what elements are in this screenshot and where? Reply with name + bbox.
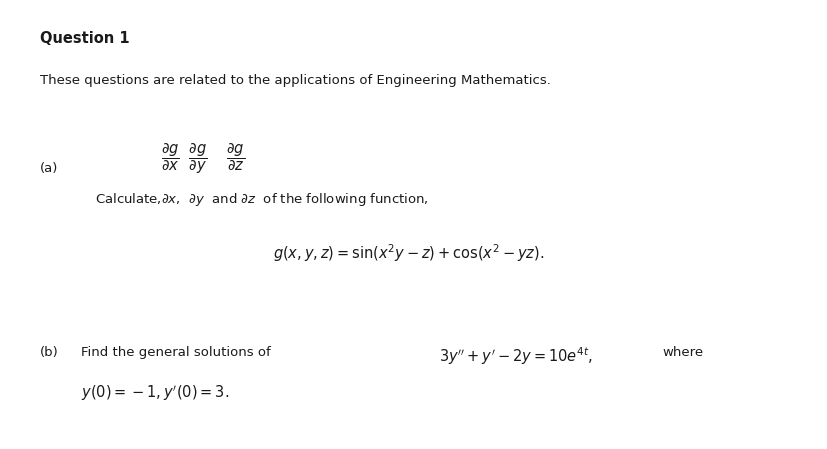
Text: Find the general solutions of: Find the general solutions of (81, 346, 270, 359)
Text: These questions are related to the applications of Engineering Mathematics.: These questions are related to the appli… (40, 74, 550, 87)
Text: (b): (b) (40, 346, 59, 359)
Text: $g(x, y, z) = \sin(x^2y - z) + \cos(x^2 - yz).$: $g(x, y, z) = \sin(x^2y - z) + \cos(x^2 … (273, 242, 544, 264)
Text: $3y'' + y' - 2y = 10e^{4t}$,: $3y'' + y' - 2y = 10e^{4t}$, (438, 346, 592, 367)
Text: (a): (a) (40, 162, 58, 175)
Text: Question 1: Question 1 (40, 31, 129, 46)
Text: Calculate,$\partial x$,  $\partial y$  and $\partial z$  of the following functi: Calculate,$\partial x$, $\partial y$ and… (95, 191, 428, 208)
Text: $y(0) = -1, y'(0) = 3.$: $y(0) = -1, y'(0) = 3.$ (81, 384, 229, 404)
Text: $\dfrac{\partial g}{\partial x}$  $\dfrac{\partial g}{\partial y}$    $\dfrac{\p: $\dfrac{\partial g}{\partial x}$ $\dfrac… (161, 141, 246, 176)
Text: where: where (662, 346, 703, 359)
